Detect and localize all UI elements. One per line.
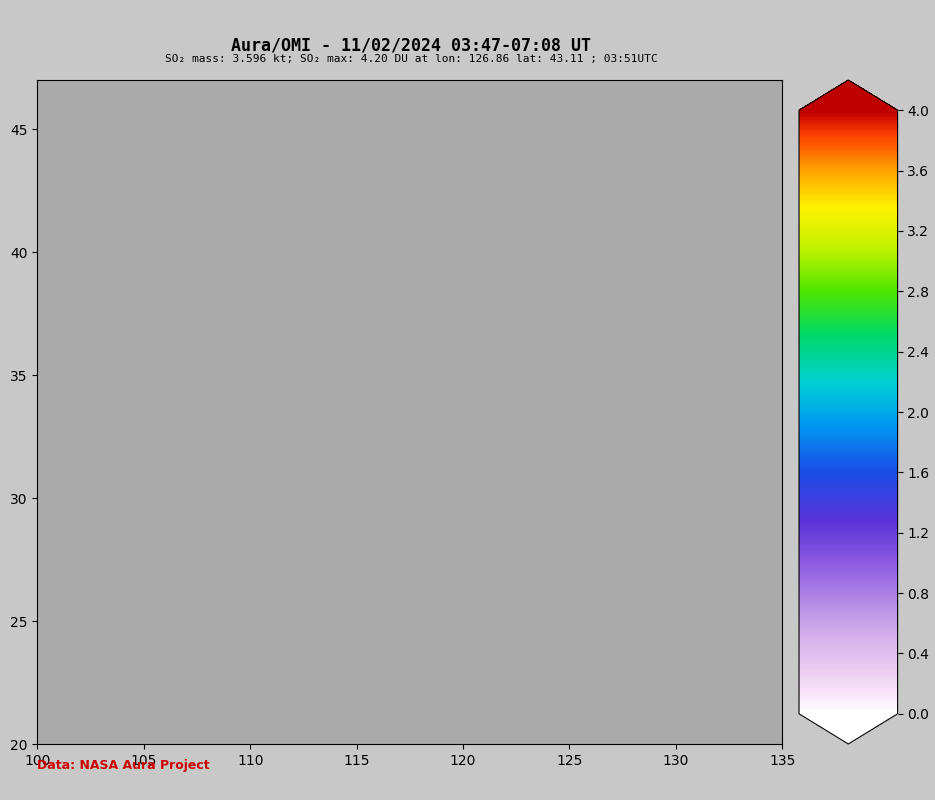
Text: Data: NASA Aura Project: Data: NASA Aura Project — [37, 759, 210, 772]
Text: Aura/OMI - 11/02/2024 03:47-07:08 UT: Aura/OMI - 11/02/2024 03:47-07:08 UT — [231, 36, 592, 54]
Text: SO₂ mass: 3.596 kt; SO₂ max: 4.20 DU at lon: 126.86 lat: 43.11 ; 03:51UTC: SO₂ mass: 3.596 kt; SO₂ max: 4.20 DU at … — [165, 54, 658, 63]
PathPatch shape — [799, 714, 898, 744]
PathPatch shape — [799, 80, 898, 110]
